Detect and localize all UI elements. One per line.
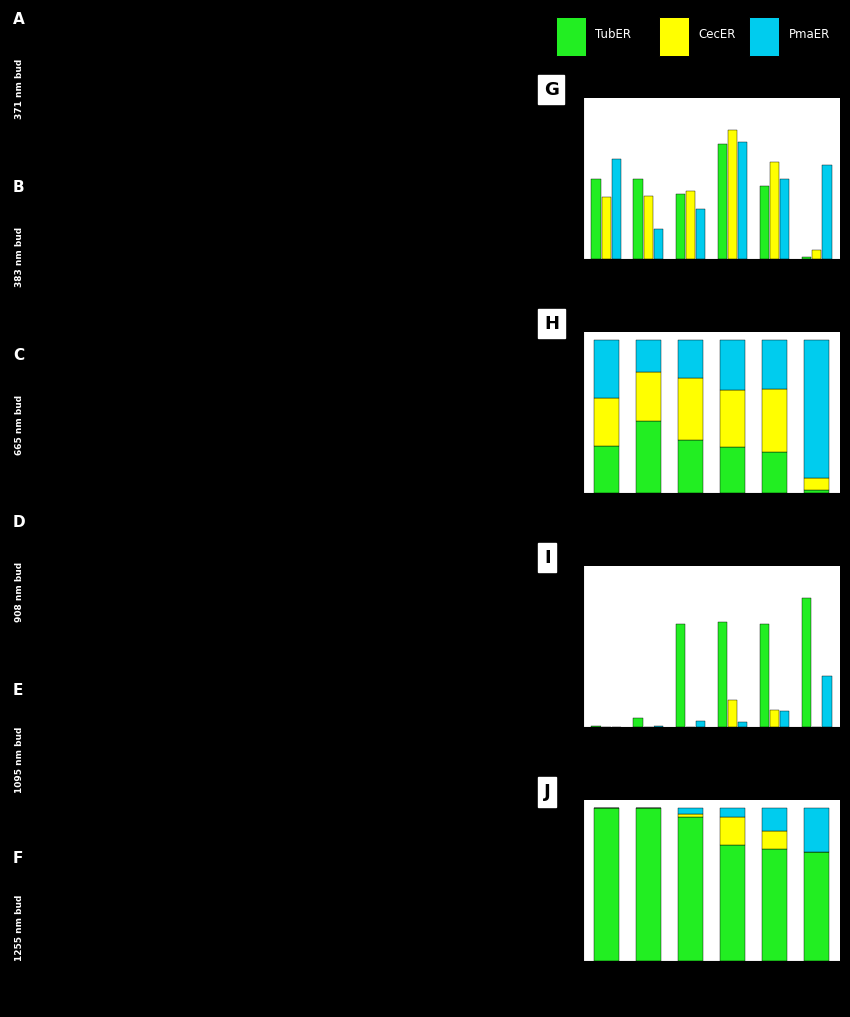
Bar <box>770 162 779 259</box>
Bar <box>612 160 621 259</box>
Bar <box>812 250 821 259</box>
Text: 371 nm bud: 371 nm bud <box>14 59 24 119</box>
Bar <box>720 391 745 447</box>
Bar <box>636 340 661 372</box>
Bar <box>677 807 703 814</box>
Bar <box>659 17 688 56</box>
Bar <box>728 700 737 727</box>
Text: 908 nm bud: 908 nm bud <box>14 562 24 622</box>
Bar <box>592 726 601 727</box>
Bar <box>636 372 661 421</box>
Bar <box>770 710 779 727</box>
Y-axis label: Volume (μm³): Volume (μm³) <box>532 613 542 680</box>
Text: 1095 nm bud: 1095 nm bud <box>14 727 24 793</box>
Bar <box>720 340 745 391</box>
Bar <box>594 340 619 398</box>
Bar <box>676 194 685 259</box>
Bar <box>717 622 728 727</box>
Bar <box>556 17 586 56</box>
Y-axis label: Volume (μm³): Volume (μm³) <box>532 145 542 212</box>
Bar <box>779 179 790 259</box>
Bar <box>677 340 703 378</box>
Text: I: I <box>544 549 551 566</box>
Bar <box>594 445 619 493</box>
Bar <box>804 852 830 961</box>
Bar <box>762 340 787 388</box>
Bar <box>762 807 787 831</box>
Text: A: A <box>13 12 25 27</box>
Bar <box>695 721 706 727</box>
Bar <box>738 722 747 727</box>
Bar <box>717 144 728 259</box>
Bar <box>592 179 601 259</box>
Text: 383 nm bud: 383 nm bud <box>14 227 24 287</box>
Bar <box>594 398 619 445</box>
Bar <box>804 807 830 852</box>
Bar <box>762 452 787 493</box>
Text: F: F <box>13 851 23 866</box>
Bar <box>720 845 745 961</box>
Text: D: D <box>13 516 26 531</box>
Bar <box>594 807 619 961</box>
Bar <box>760 186 769 259</box>
Text: TubER: TubER <box>595 27 632 41</box>
Bar <box>762 388 787 452</box>
Bar <box>695 210 706 259</box>
Bar <box>636 421 661 493</box>
Text: B: B <box>13 180 25 195</box>
Bar <box>677 814 703 817</box>
Bar <box>762 849 787 961</box>
Bar <box>654 229 663 259</box>
Title: Percent of Each Domain in Bud: Percent of Each Domain in Bud <box>615 788 808 798</box>
Bar <box>720 807 745 817</box>
Bar <box>720 447 745 493</box>
Title: Percent of Each Domain in Mother: Percent of Each Domain in Mother <box>604 320 819 330</box>
Text: E: E <box>13 683 23 699</box>
Bar <box>749 17 779 56</box>
Text: J: J <box>544 783 551 801</box>
Bar <box>738 141 747 259</box>
Bar <box>720 817 745 845</box>
Bar <box>822 165 831 259</box>
Bar <box>677 817 703 961</box>
Bar <box>636 807 661 961</box>
Text: C: C <box>13 348 24 363</box>
Bar <box>804 340 830 478</box>
Bar <box>804 478 830 490</box>
Bar <box>633 718 643 727</box>
Bar <box>602 197 611 259</box>
Bar <box>677 378 703 439</box>
Bar <box>676 623 685 727</box>
Bar <box>804 490 830 493</box>
Bar <box>728 130 737 259</box>
Title: Bud ER Volume (by Domain): Bud ER Volume (by Domain) <box>624 554 799 564</box>
Bar <box>802 257 812 259</box>
Bar <box>802 598 812 727</box>
Bar <box>643 196 654 259</box>
Bar <box>760 624 769 727</box>
Bar <box>686 191 695 259</box>
Bar <box>779 711 790 727</box>
Bar <box>633 179 643 259</box>
Text: G: G <box>544 80 559 99</box>
Text: 1255 nm bud: 1255 nm bud <box>14 895 24 961</box>
Bar <box>762 831 787 849</box>
Text: PmaER: PmaER <box>789 27 830 41</box>
Text: H: H <box>544 315 559 333</box>
Text: 665 nm bud: 665 nm bud <box>14 395 24 455</box>
Bar <box>654 726 663 727</box>
Bar <box>677 439 703 493</box>
Bar <box>822 676 831 727</box>
Text: CecER: CecER <box>698 27 735 41</box>
Title: Mother ER Volume (by Domain): Mother ER Volume (by Domain) <box>614 85 809 96</box>
